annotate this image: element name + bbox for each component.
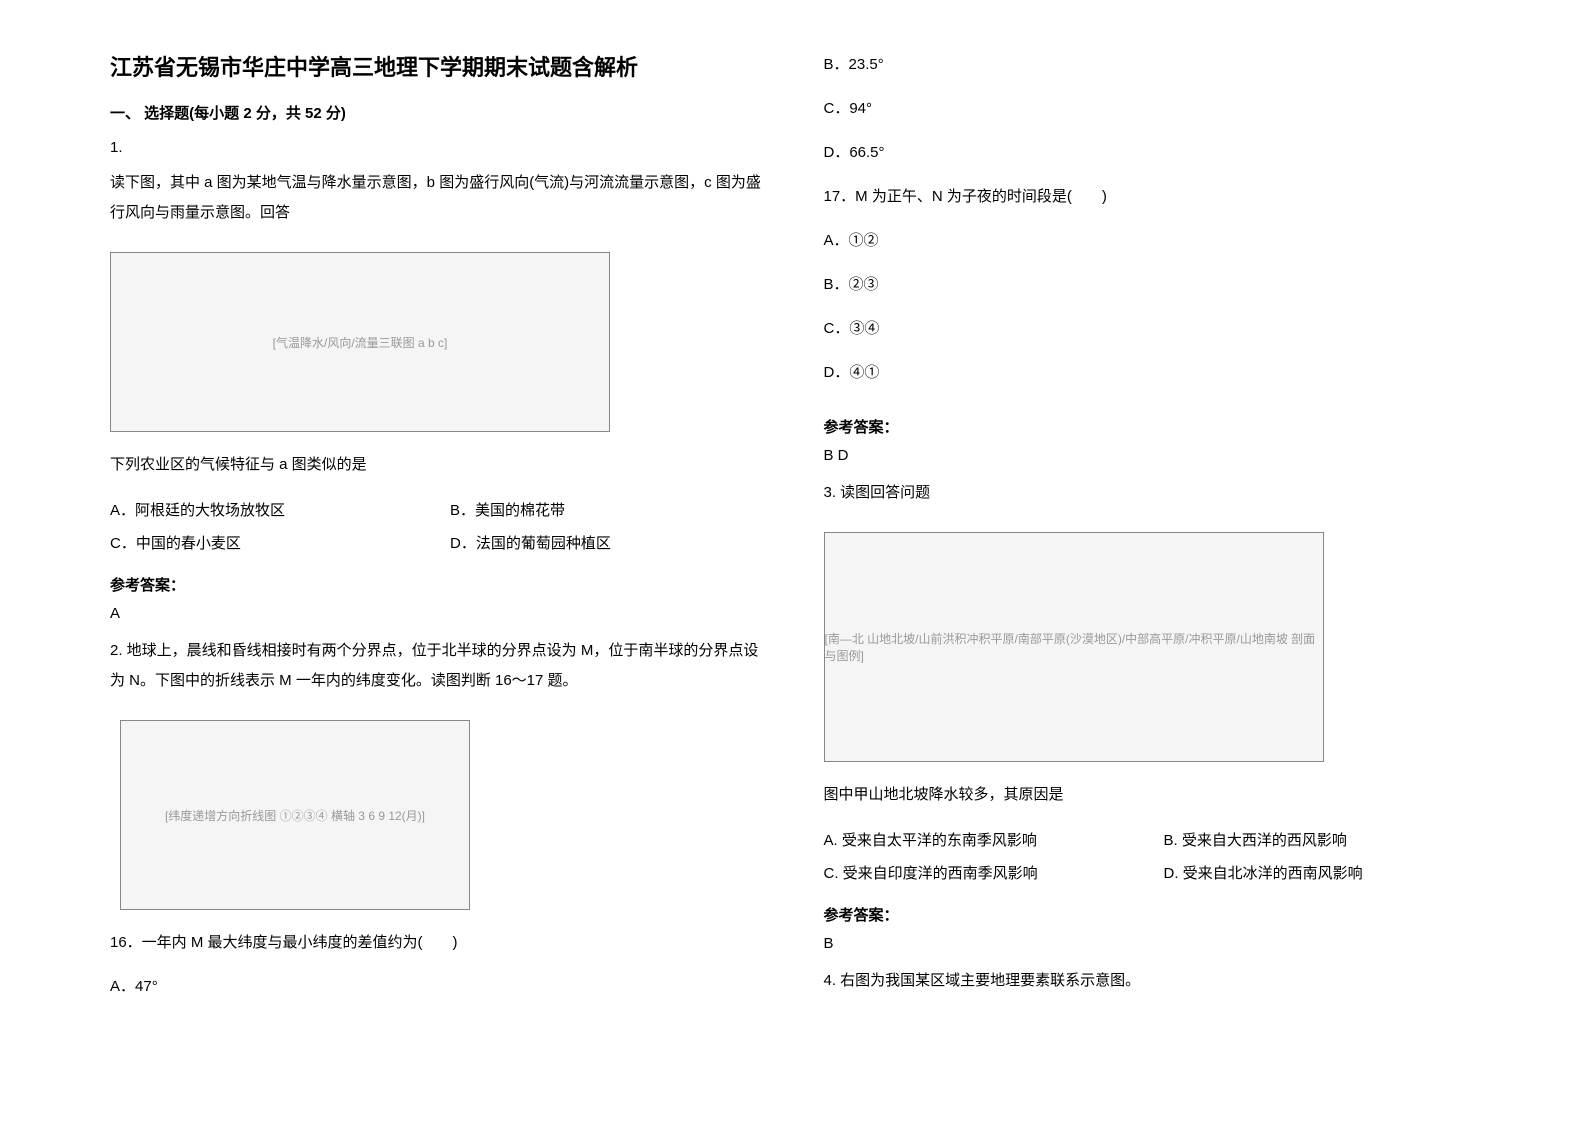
q17-option-c: C．③④ <box>824 314 1478 344</box>
q1-option-d: D．法国的葡萄园种植区 <box>450 527 611 560</box>
q3-answer-label: 参考答案： <box>824 904 1478 925</box>
q3-option-a: A. 受来自太平洋的东南季风影响 <box>824 824 1104 857</box>
left-column: 江苏省无锡市华庄中学高三地理下学期期末试题含解析 一、 选择题(每小题 2 分，… <box>80 50 794 1072</box>
q16-option-a: A．47° <box>110 972 764 1002</box>
q2-figure: [纬度递增方向折线图 ①②③④ 横轴 3 6 9 12(月)] <box>120 720 470 910</box>
section-header: 一、 选择题(每小题 2 分，共 52 分) <box>110 102 764 123</box>
q17-option-d: D．④① <box>824 358 1478 388</box>
q3-option-c: C. 受来自印度洋的西南季风影响 <box>824 857 1104 890</box>
right-column: B．23.5° C．94° D．66.5° 17．M 为正午、N 为子夜的时间段… <box>794 50 1508 1072</box>
q3-answer: B <box>824 935 1478 952</box>
q17-text: 17．M 为正午、N 为子夜的时间段是( ) <box>824 182 1478 212</box>
q1-option-row-1: A．阿根廷的大牧场放牧区 B．美国的棉花带 <box>110 494 764 527</box>
q1-figure: [气温降水/风向/流量三联图 a b c] <box>110 252 610 432</box>
q2-text: 2. 地球上，晨线和昏线相接时有两个分界点，位于北半球的分界点设为 M，位于南半… <box>110 636 764 696</box>
q3-option-b: B. 受来自大西洋的西风影响 <box>1164 824 1347 857</box>
q3-figure-alt: [南—北 山地北坡/山前洪积冲积平原/南部平原(沙漠地区)/中部高平原/冲积平原… <box>825 630 1323 664</box>
q2-figure-alt: [纬度递增方向折线图 ①②③④ 横轴 3 6 9 12(月)] <box>165 807 425 824</box>
q17-option-a: A．①② <box>824 226 1478 256</box>
q17-option-b: B．②③ <box>824 270 1478 300</box>
q16-option-c: C．94° <box>824 94 1478 124</box>
q1-option-c: C．中国的春小麦区 <box>110 527 390 560</box>
q3-option-row-1: A. 受来自太平洋的东南季风影响 B. 受来自大西洋的西风影响 <box>824 824 1478 857</box>
q1-text: 读下图，其中 a 图为某地气温与降水量示意图，b 图为盛行风向(气流)与河流流量… <box>110 168 764 228</box>
q16-text: 16．一年内 M 最大纬度与最小纬度的差值约为( ) <box>110 928 764 958</box>
q3-option-row-2: C. 受来自印度洋的西南季风影响 D. 受来自北冰洋的西南风影响 <box>824 857 1478 890</box>
q1-answer: A <box>110 605 764 622</box>
q2-answer: B D <box>824 447 1478 464</box>
q1-option-row-2: C．中国的春小麦区 D．法国的葡萄园种植区 <box>110 527 764 560</box>
q3-text: 3. 读图回答问题 <box>824 478 1478 508</box>
q1-option-a: A．阿根廷的大牧场放牧区 <box>110 494 390 527</box>
q1-option-b: B．美国的棉花带 <box>450 494 565 527</box>
q4-text: 4. 右图为我国某区域主要地理要素联系示意图。 <box>824 966 1478 996</box>
page-title: 江苏省无锡市华庄中学高三地理下学期期末试题含解析 <box>110 50 764 82</box>
q16-option-b: B．23.5° <box>824 50 1478 80</box>
q3-figure: [南—北 山地北坡/山前洪积冲积平原/南部平原(沙漠地区)/中部高平原/冲积平原… <box>824 532 1324 762</box>
q2-answer-label: 参考答案： <box>824 416 1478 437</box>
q3-subtext: 图中甲山地北坡降水较多，其原因是 <box>824 780 1478 810</box>
q3-option-d: D. 受来自北冰洋的西南风影响 <box>1164 857 1363 890</box>
q1-subtext: 下列农业区的气候特征与 a 图类似的是 <box>110 450 764 480</box>
q1-figure-alt: [气温降水/风向/流量三联图 a b c] <box>273 334 448 351</box>
q16-option-d: D．66.5° <box>824 138 1478 168</box>
q1-answer-label: 参考答案： <box>110 574 764 595</box>
q1-number: 1. <box>110 139 764 156</box>
